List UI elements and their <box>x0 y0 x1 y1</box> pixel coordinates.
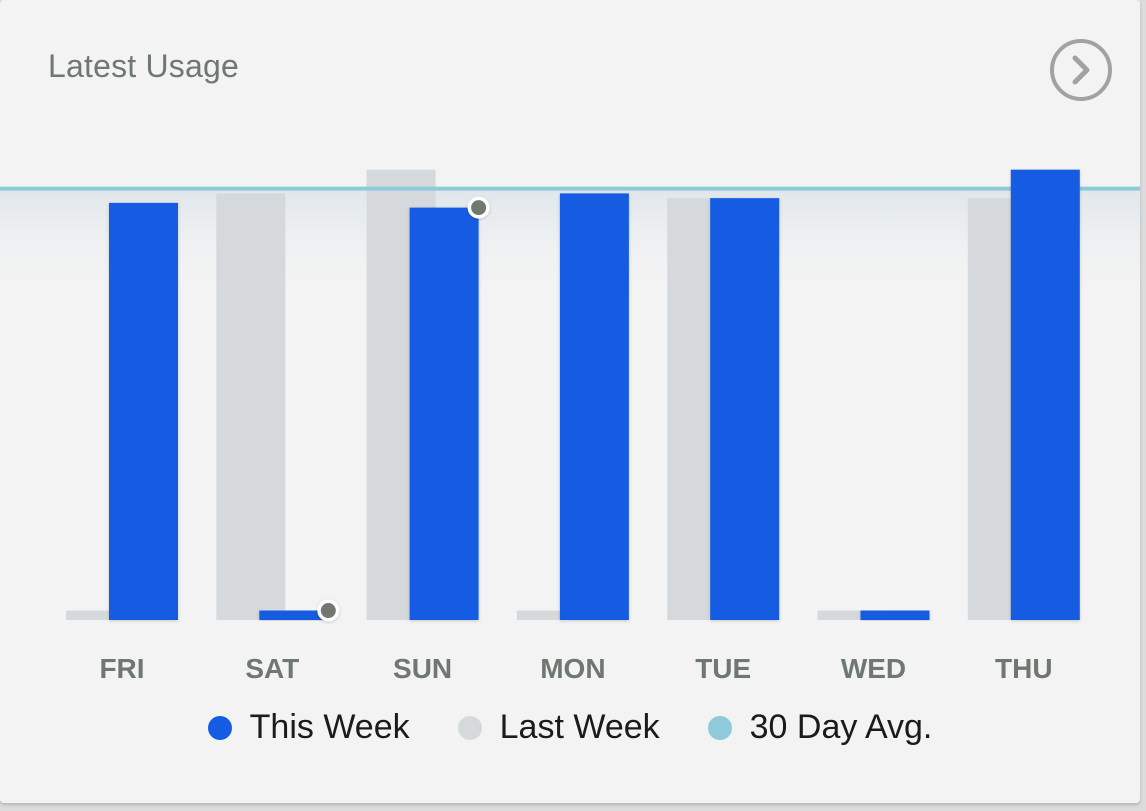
usage-bar-chart: FRI SAT SUN MON TUE WED THU <box>0 169 1140 684</box>
legend-label: This Week <box>249 708 410 746</box>
x-tick-label: WED <box>841 653 906 684</box>
legend-label: Last Week <box>499 708 660 746</box>
bar-this-week-wed <box>860 610 930 620</box>
legend-label: 30 Day Avg. <box>749 708 933 746</box>
marker-dot-sat <box>320 603 336 619</box>
bar-last-week-fri <box>66 610 135 620</box>
legend-item-this-week: This Week <box>207 708 410 747</box>
x-tick-label: TUE <box>695 653 751 684</box>
bar-this-week-fri <box>109 202 178 620</box>
x-tick-label: SAT <box>245 653 299 684</box>
legend-dot <box>707 715 732 740</box>
bar-last-week-mon <box>516 610 586 620</box>
card-title: Latest Usage <box>48 48 239 84</box>
bar-this-week-sun <box>409 207 479 620</box>
bar-this-week-mon <box>559 193 629 620</box>
x-tick-label: MON <box>540 653 605 684</box>
chart-legend: This Week Last Week 30 Day Avg. <box>0 708 1140 747</box>
bar-last-week-wed <box>817 610 887 620</box>
x-tick-label: SUN <box>393 653 452 684</box>
bar-this-week-tue <box>710 198 780 620</box>
chevron-right-circle-icon <box>1050 39 1112 101</box>
legend-item-last-week: Last Week <box>457 708 660 747</box>
legend-dot <box>457 715 482 740</box>
legend-item-30-day-avg: 30 Day Avg. <box>707 708 933 747</box>
more-button[interactable] <box>1049 38 1113 102</box>
marker-dot-sun <box>471 200 487 216</box>
bar-this-week-thu <box>1010 169 1080 620</box>
bar-last-week-sat <box>216 193 286 620</box>
legend-dot <box>207 715 232 740</box>
x-tick-label: FRI <box>99 653 144 684</box>
bar-this-week-sat <box>259 610 329 620</box>
x-tick-label: THU <box>995 653 1053 684</box>
